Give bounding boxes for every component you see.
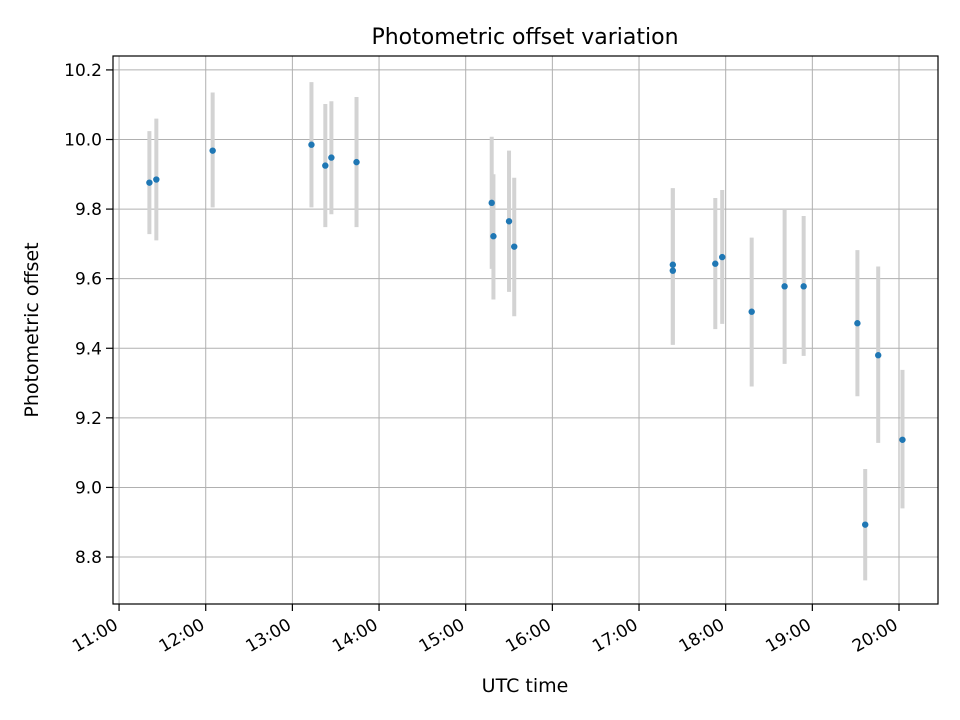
data-point <box>719 253 726 261</box>
data-point <box>353 158 360 166</box>
data-point <box>322 162 329 169</box>
y-tick-label: 8.8 <box>75 548 102 568</box>
data-point <box>328 154 335 161</box>
data-point <box>209 147 216 154</box>
data-point <box>511 243 518 250</box>
data-point <box>488 199 495 207</box>
x-axis-label: UTC time <box>482 675 569 697</box>
y-tick-label: 9.6 <box>75 270 102 290</box>
y-tick-label: 10.0 <box>64 131 102 151</box>
data-point <box>712 260 719 267</box>
grid <box>113 56 938 604</box>
plot-area <box>113 56 938 604</box>
plot-frame <box>112 55 939 605</box>
data-point <box>781 283 788 290</box>
data-point <box>146 179 153 186</box>
y-axis: 8.8 9.0 9.2 9.4 9.6 9.8 10.0 10.2 <box>64 61 113 568</box>
y-tick-label: 9.2 <box>75 409 102 429</box>
y-axis-label: Photometric offset <box>21 242 43 417</box>
data-point <box>153 176 160 183</box>
data-point <box>490 233 497 240</box>
data-point <box>308 141 315 148</box>
y-tick-label: 9.4 <box>75 339 102 359</box>
data-point <box>669 261 677 268</box>
data-point <box>669 267 677 274</box>
data-points <box>146 141 906 528</box>
data-point <box>505 218 513 225</box>
data-point <box>899 436 906 443</box>
data-point <box>854 320 861 327</box>
data-point <box>800 283 807 290</box>
y-tick-label: 9.8 <box>75 200 102 220</box>
data-point <box>875 352 882 359</box>
y-tick-label: 10.2 <box>64 61 102 81</box>
y-tick-label: 9.0 <box>75 478 102 498</box>
data-point <box>748 308 755 315</box>
chart-title: Photometric offset variation <box>371 25 678 50</box>
data-point <box>862 521 869 528</box>
